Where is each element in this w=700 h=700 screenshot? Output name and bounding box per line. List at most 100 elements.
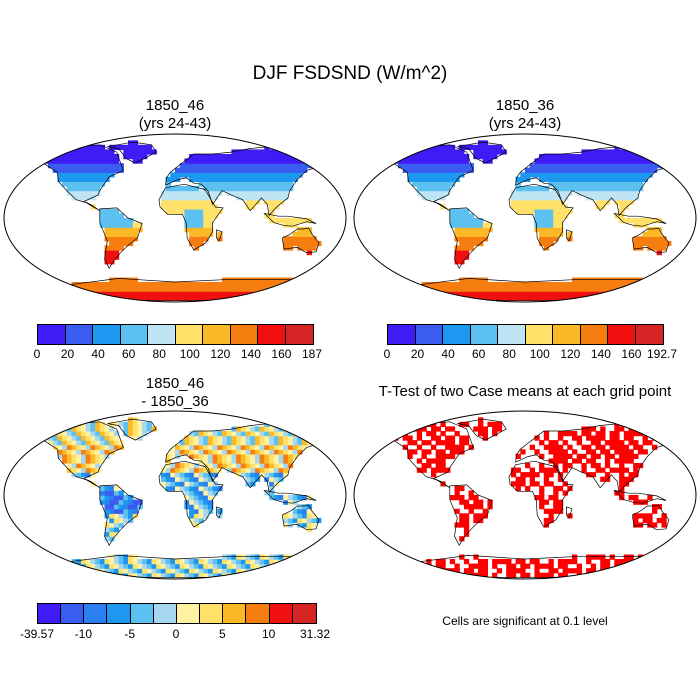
panel-2-title-line1: 1850_36	[495, 97, 555, 114]
colorbar-swatch	[580, 325, 608, 344]
coastline-namerica	[19, 421, 124, 489]
coastline-antarctica	[5, 278, 345, 301]
colorbar-swatch	[200, 604, 224, 623]
colorbar-panel-1-ticks: 0 20 40 60 80 100 120 140 160 187	[33, 347, 322, 363]
colorbar-tick-label: 187	[301, 347, 323, 361]
colorbar-swatch	[153, 604, 177, 623]
panel-4-title: T-Test of two Case means at each grid po…	[352, 383, 698, 401]
coastline-indonesia	[263, 212, 317, 227]
colorbar-tick-label: -10	[74, 627, 92, 641]
map-field	[5, 417, 345, 578]
colorbar-swatch	[148, 325, 176, 344]
coastline-namerica	[19, 144, 124, 212]
coastline-greenland	[457, 141, 507, 164]
colorbar-swatch	[223, 604, 247, 623]
colorbar-swatch	[525, 325, 553, 344]
colorbar-swatch	[443, 325, 471, 344]
panel-3-title-line1: 1850_46	[145, 375, 205, 392]
colorbar-tick-label: 20	[410, 347, 425, 361]
coastline-samerica	[449, 484, 493, 547]
colorbar-panel-2-ticks: 0 20 40 60 80 100 120 140 160 192.7	[383, 347, 677, 363]
colorbar-tick-label: 0	[33, 347, 41, 361]
colorbar-swatch	[38, 604, 62, 623]
colorbar-swatch	[176, 604, 201, 623]
colorbar-swatch	[65, 325, 93, 344]
colorbar-swatch	[269, 604, 293, 623]
colorbar-swatch	[608, 325, 636, 344]
colorbar-swatch	[130, 604, 154, 623]
colorbar-swatch	[120, 325, 148, 344]
colorbar-tick-label: 0	[383, 347, 391, 361]
colorbar-swatch	[246, 604, 270, 623]
coastline-indonesia	[263, 489, 317, 504]
colorbar-swatch	[470, 325, 498, 344]
coastline-madagascar	[216, 229, 223, 242]
map-panel-ttest	[353, 410, 697, 580]
coastline-eurasia	[165, 423, 344, 494]
colorbar-tick-label: -39.57	[19, 627, 55, 641]
colorbar-tick-label: 10	[261, 627, 276, 641]
coastline-africa	[158, 183, 224, 251]
colorbar-tick-label: 140	[240, 347, 261, 361]
colorbar-panel-1	[37, 324, 314, 345]
panel-3-title: 1850_46 - 1850_36	[30, 375, 320, 411]
coastline-madagascar	[566, 229, 573, 242]
colorbar-swatch	[258, 325, 286, 344]
colorbar-swatch	[415, 325, 443, 344]
coastline-eurasia	[515, 146, 694, 217]
coastline-greenland	[107, 418, 157, 441]
map-field	[355, 140, 695, 301]
colorbar-tick-label: 60	[121, 347, 136, 361]
colorbar-swatch	[285, 325, 313, 344]
coastline-namerica	[369, 421, 474, 489]
panel-4-title-line1: T-Test of two Case means at each grid po…	[378, 383, 672, 400]
map-frame	[3, 410, 347, 580]
map-frame	[3, 133, 347, 303]
colorbar-tick-label: 100	[529, 347, 550, 361]
colorbar-tick-label: 31.32	[299, 627, 331, 641]
coastline-indonesia	[613, 489, 667, 504]
panel-1-title-line1: 1850_46	[145, 97, 205, 114]
map-frame	[353, 133, 697, 303]
coastline-australia	[631, 227, 670, 254]
colorbar-swatch	[635, 325, 663, 344]
colorbar-tick-label: 0	[172, 627, 180, 641]
coastline-samerica	[99, 484, 143, 547]
ttest-note: Cells are significant at 0.1 level	[442, 614, 608, 628]
colorbar-swatch	[38, 325, 66, 344]
colorbar-tick-label: 40	[91, 347, 105, 361]
colorbar-swatch	[292, 604, 316, 623]
colorbar-panel-2	[387, 324, 664, 345]
panel-3-title-line2: - 1850_36	[141, 393, 209, 410]
coastline-samerica	[99, 207, 143, 270]
colorbar-tick-label: 120	[210, 347, 231, 361]
panel-1-title: 1850_46 (yrs 24-43)	[30, 97, 320, 133]
map-frame	[353, 410, 697, 580]
coastline-eurasia	[515, 423, 694, 494]
coastline-antarctica	[5, 555, 345, 578]
coastline-africa	[508, 183, 574, 251]
colorbar-tick-label: 120	[560, 347, 581, 361]
coastline-greenland	[107, 141, 157, 164]
map-panel-difference	[3, 410, 347, 580]
coastline-antarctica	[355, 278, 695, 301]
coastline-eurasia	[165, 146, 344, 217]
panel-2-title-line2: (yrs 24-43)	[488, 115, 562, 132]
colorbar-tick-label: 40	[441, 347, 455, 361]
colorbar-swatch	[230, 325, 258, 344]
coastline-australia	[281, 227, 320, 254]
colorbar-tick-label: 100	[179, 347, 200, 361]
colorbar-swatch	[553, 325, 581, 344]
colorbar-tick-label: 20	[60, 347, 75, 361]
map-panel-1850-36	[353, 133, 697, 303]
colorbar-swatch	[61, 604, 85, 623]
colorbar-difference-ticks: -39.57 -10 -5 0 5 10 31.32	[20, 627, 330, 643]
colorbar-tick-label: 160	[271, 347, 292, 361]
colorbar-swatch	[93, 325, 121, 344]
main-title: DJF FSDSND (W/m^2)	[252, 63, 448, 84]
coastline-africa	[158, 460, 224, 528]
colorbar-swatch	[498, 325, 526, 344]
colorbar-tick-label: 80	[502, 347, 516, 361]
colorbar-swatch	[388, 325, 416, 344]
coastline-greenland	[457, 418, 507, 441]
